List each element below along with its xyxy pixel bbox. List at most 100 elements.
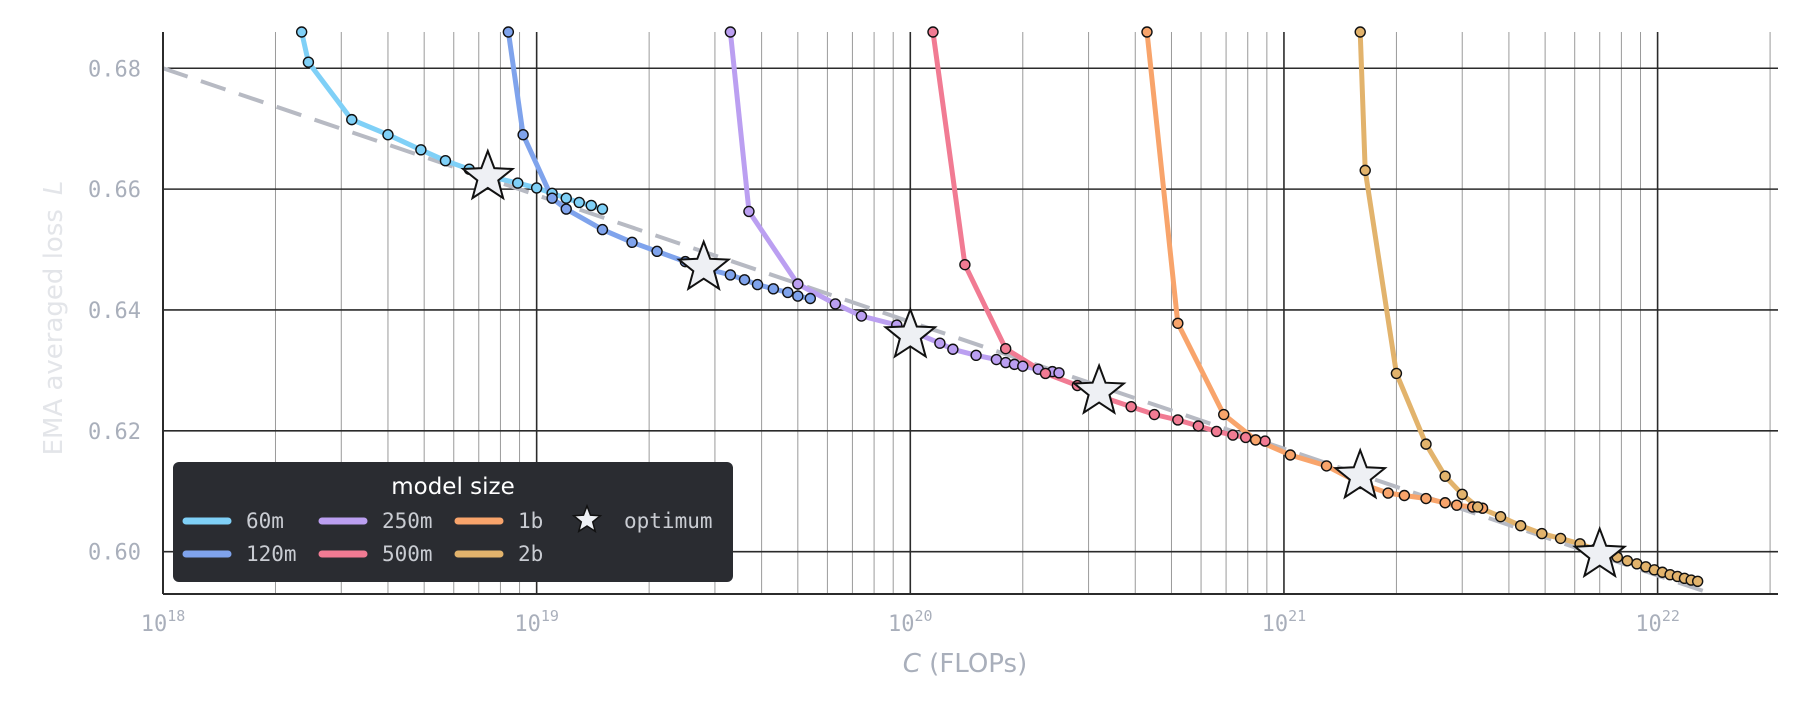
data-point-120m	[651, 245, 663, 258]
data-point-500m	[1192, 420, 1205, 432]
data-point-500m	[959, 258, 971, 271]
series-line-120m	[505, 32, 813, 301]
data-point-250m	[934, 337, 946, 349]
legend-label-500m: 500m	[382, 542, 433, 566]
data-point-60m	[346, 113, 358, 126]
data-point-1b	[1172, 317, 1184, 329]
data-point-250m	[792, 278, 804, 290]
data-point-1b	[1284, 449, 1297, 461]
data-point-120m	[738, 274, 751, 286]
data-point-1b	[1398, 489, 1411, 502]
data-point-500m	[927, 26, 939, 38]
optimum-star	[1071, 362, 1127, 415]
x-axis-label: C (FLOPs)	[903, 649, 1027, 679]
y-tick-label: 0.66	[88, 178, 141, 203]
data-point-2b	[1390, 367, 1403, 380]
data-point-500m	[1240, 431, 1252, 444]
y-tick-label: 0.62	[88, 420, 141, 445]
x-axis-unit: (FLOPs)	[921, 649, 1027, 679]
data-point-2b	[1354, 26, 1366, 38]
data-point-60m	[585, 199, 597, 212]
x-tick-label: 1021	[1262, 607, 1307, 637]
y-tick-label: 0.60	[88, 541, 141, 566]
data-point-250m	[1053, 367, 1065, 379]
data-point-1b	[1420, 492, 1432, 505]
data-point-500m	[1172, 414, 1184, 426]
data-point-60m	[382, 129, 394, 141]
x-tick-label: 1020	[888, 607, 933, 637]
data-point-250m	[743, 205, 755, 218]
legend-label-1b: 1b	[518, 509, 543, 533]
series-line-250m	[727, 32, 1062, 376]
data-point-1b	[1249, 434, 1262, 446]
legend-label-optimum: optimum	[624, 509, 713, 533]
legend-label-120m: 120m	[246, 542, 297, 566]
optimum-star	[882, 306, 938, 359]
x-tick-label: 1019	[514, 607, 559, 637]
y-tick-label: 0.68	[88, 57, 141, 82]
data-point-2b	[1471, 501, 1484, 513]
data-point-120m	[792, 290, 804, 302]
data-point-120m	[596, 223, 609, 236]
data-point-120m	[804, 292, 817, 305]
data-point-2b	[1456, 488, 1468, 500]
data-point-2b	[1691, 575, 1704, 588]
data-point-2b	[1536, 527, 1548, 540]
data-point-500m	[1259, 435, 1271, 447]
optimum-star	[1572, 525, 1628, 579]
y-tick-label: 0.64	[88, 299, 141, 324]
data-point-120m	[767, 283, 780, 295]
data-point-120m	[546, 192, 558, 204]
data-point-60m	[530, 182, 543, 194]
data-point-500m	[1148, 408, 1161, 421]
data-point-250m	[990, 353, 1003, 366]
x-tick-label: 1022	[1635, 607, 1680, 637]
data-point-2b	[1420, 438, 1432, 450]
data-point-2b	[1554, 532, 1567, 545]
legend-label-250m: 250m	[382, 509, 433, 533]
data-point-60m	[302, 56, 315, 68]
data-point-250m	[855, 310, 868, 322]
optimum-stars	[460, 148, 1628, 579]
legend-background	[173, 462, 733, 582]
data-point-60m	[415, 144, 427, 156]
x-axis-symbol: C	[903, 649, 922, 679]
data-point-2b	[1439, 470, 1451, 482]
data-point-1b	[1218, 408, 1230, 421]
data-point-500m	[1125, 400, 1137, 413]
x-tick-label: 1018	[141, 607, 186, 637]
data-point-500m	[999, 342, 1012, 355]
tick-labels: 1018 1019 1020 1021 1022 0.60 0.62 0.64 0.66 0.68	[88, 57, 1680, 637]
data-point-120m	[517, 129, 529, 141]
series-line-1b	[1144, 32, 1485, 511]
data-point-60m	[560, 192, 572, 204]
y-axis-label-text: EMA averaged loss	[39, 209, 69, 455]
data-point-60m	[295, 26, 308, 38]
data-point-2b	[1359, 164, 1371, 177]
data-point-60m	[596, 203, 609, 215]
data-point-1b	[1141, 26, 1153, 38]
data-point-60m	[573, 196, 585, 209]
data-point-120m	[626, 236, 638, 248]
y-axis-label: EMA averaged loss L	[39, 181, 69, 456]
data-point-250m	[829, 298, 842, 310]
data-point-120m	[502, 26, 515, 38]
data-point-60m	[512, 177, 524, 189]
y-axis-symbol: L	[39, 181, 69, 196]
data-point-250m	[970, 349, 982, 362]
data-point-60m	[439, 155, 452, 167]
legend-star-icon	[571, 503, 603, 533]
data-point-500m	[1039, 367, 1052, 380]
optimum-star	[460, 148, 516, 201]
data-point-2b	[1514, 520, 1527, 532]
data-point-250m	[1017, 360, 1029, 372]
legend-label-60m: 60m	[246, 509, 284, 533]
legend-label-2b: 2b	[518, 542, 543, 566]
data-point-1b	[1451, 499, 1463, 511]
data-point-250m	[947, 343, 959, 355]
data-point-1b	[1439, 497, 1451, 509]
data-point-2b	[1494, 510, 1507, 523]
optimum-star	[1332, 447, 1388, 500]
